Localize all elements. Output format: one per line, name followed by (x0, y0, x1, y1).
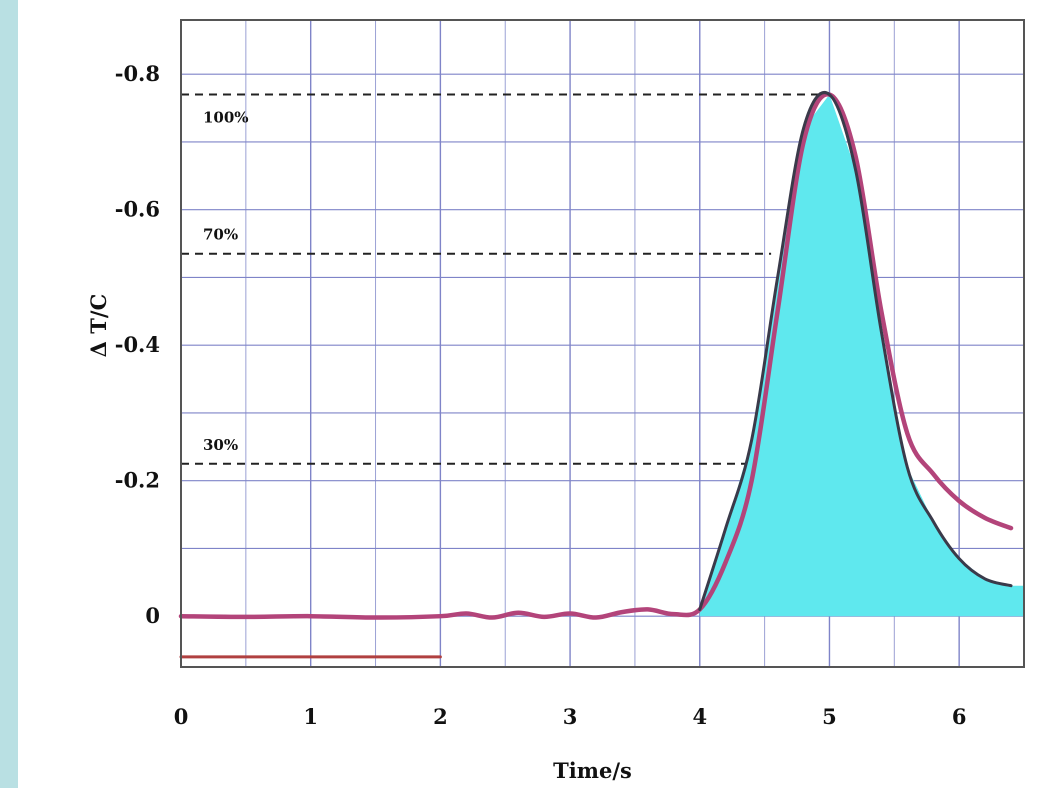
x-tick-label: 0 (174, 704, 189, 729)
y-axis-label: Δ T/C (86, 294, 111, 358)
filled-area-group (699, 94, 1024, 617)
y-tick-label: -0.6 (115, 197, 160, 222)
x-tick-label: 6 (952, 704, 967, 729)
series-group (178, 91, 1014, 659)
y-tick-label: -0.2 (115, 468, 160, 493)
x-tick-label: 1 (303, 704, 318, 729)
reference-lines: 100% 70% 30% (181, 93, 823, 465)
reference-label: 100% (203, 109, 249, 127)
tick-labels: 0 1 2 3 4 5 6 -0.8 -0.6 -0.4 -0.2 0 (115, 61, 967, 729)
x-tick-label: 3 (563, 704, 578, 729)
chart-svg: 100% 70% 30% 0 1 2 3 4 5 6 -0.8 -0.6 -0.4 -0.2 0 Time… (86, 19, 1025, 783)
y-tick-label: -0.8 (115, 61, 160, 86)
x-tick-label: 5 (822, 704, 837, 729)
x-tick-label: 2 (433, 704, 448, 729)
series-model-curve (698, 91, 1013, 611)
x-axis-label: Time/s (553, 758, 632, 783)
plot-border (180, 19, 1025, 668)
reference-label: 70% (203, 226, 238, 244)
x-tick-label: 4 (692, 704, 707, 729)
filled-area (699, 94, 1024, 617)
y-tick-label: 0 (145, 603, 160, 628)
chart-figure: 100% 70% 30% 0 1 2 3 4 5 6 -0.8 -0.6 -0.4 -0.2 0 Time… (18, 0, 1046, 788)
reference-label: 30% (203, 436, 238, 454)
plot-frame (180, 19, 1025, 668)
y-tick-label: -0.4 (115, 332, 160, 357)
